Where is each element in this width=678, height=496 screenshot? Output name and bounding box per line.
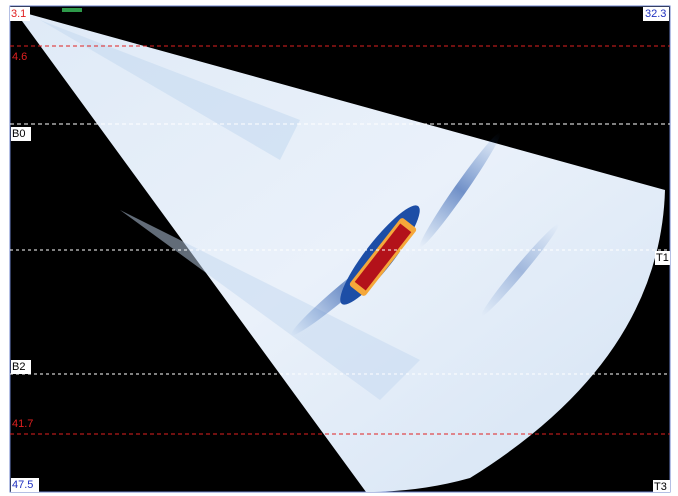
- ref-label: B0: [12, 128, 25, 140]
- gate-label: 41.7: [12, 418, 33, 430]
- gate-label: 4.6: [12, 51, 27, 63]
- scan-view: 3.1 32.3 4.6 B0 T1 B2 41.7 47.5 T3: [0, 0, 678, 496]
- depth-label: 3.1: [11, 8, 26, 20]
- surface-echo: [62, 8, 82, 12]
- depth-label: 32.3: [645, 8, 666, 20]
- ref-label: T3: [654, 481, 667, 493]
- ref-label: T1: [656, 252, 669, 264]
- depth-label: 47.5: [12, 479, 33, 491]
- ref-label: B2: [12, 361, 25, 373]
